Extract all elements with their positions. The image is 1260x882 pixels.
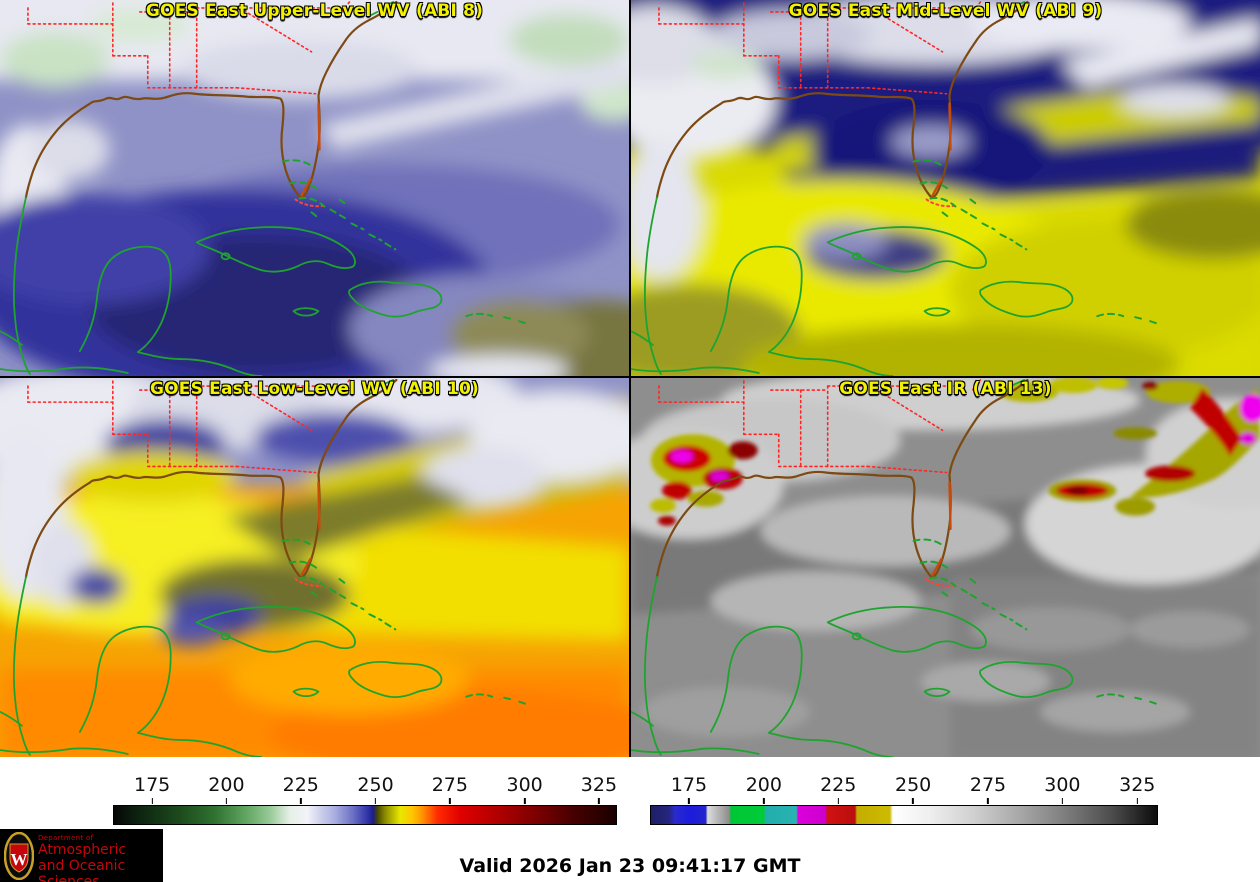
wv-colorbar-gradient [113,805,617,825]
ir-tick: 275 [970,775,1006,804]
wv-tick: 175 [134,775,170,804]
wv-tick: 200 [208,775,245,804]
wv-tick: 275 [432,775,468,804]
panel-title-mid-wv: GOES East Mid-Level WV (ABI 9) [788,1,1103,21]
wv-tick: 225 [283,775,319,804]
ir-colorbar: 175 200 225 250 275 300 325 [650,775,1158,825]
satellite-image-mid-wv [631,0,1260,376]
logo-text: Department of Atmospheric and Oceanic Sc… [38,834,163,882]
ir-tick: 250 [895,775,931,804]
ir-tick: 200 [746,775,782,804]
satellite-image-ir [631,378,1260,757]
panel-mid-wv: GOES East Mid-Level WV (ABI 9) [631,0,1260,376]
panel-ir: GOES East IR (ABI 13) [631,378,1260,757]
svg-text:W: W [11,850,28,869]
ir-colorbar-gradient [650,805,1158,825]
satellite-image-upper-wv [0,0,629,376]
ir-tick: 300 [1044,775,1081,804]
wv-tick: 300 [506,775,543,804]
wv-tick: 250 [357,775,394,804]
satellite-quad-grid: GOES East Upper-Level WV (ABI 8) [0,0,1260,757]
wv-colorbar: 175 200 225 250 275 300 325 [113,775,617,825]
uw-crest-icon: W [4,832,34,880]
ir-tick: 175 [671,775,707,804]
logo-line1: Atmospheric [38,842,127,858]
uw-aos-logo: W Department of Atmospheric and Oceanic … [0,829,163,882]
panel-title-ir: GOES East IR (ABI 13) [839,379,1052,399]
panel-upper-wv: GOES East Upper-Level WV (ABI 8) [0,0,629,376]
panel-low-wv: GOES East Low-Level WV (ABI 10) [0,378,629,757]
satellite-image-low-wv [0,378,629,757]
ir-tick: 225 [820,775,856,804]
panel-title-low-wv: GOES East Low-Level WV (ABI 10) [149,379,479,399]
valid-time-label: Valid 2026 Jan 23 09:41:17 GMT [459,855,801,877]
logo-line2: and Oceanic Sciences [38,858,126,882]
logo-dept-line: Department of [38,834,94,842]
panel-title-upper-wv: GOES East Upper-Level WV (ABI 8) [145,1,484,21]
ir-tick: 325 [1119,775,1155,804]
wv-tick: 325 [581,775,617,804]
